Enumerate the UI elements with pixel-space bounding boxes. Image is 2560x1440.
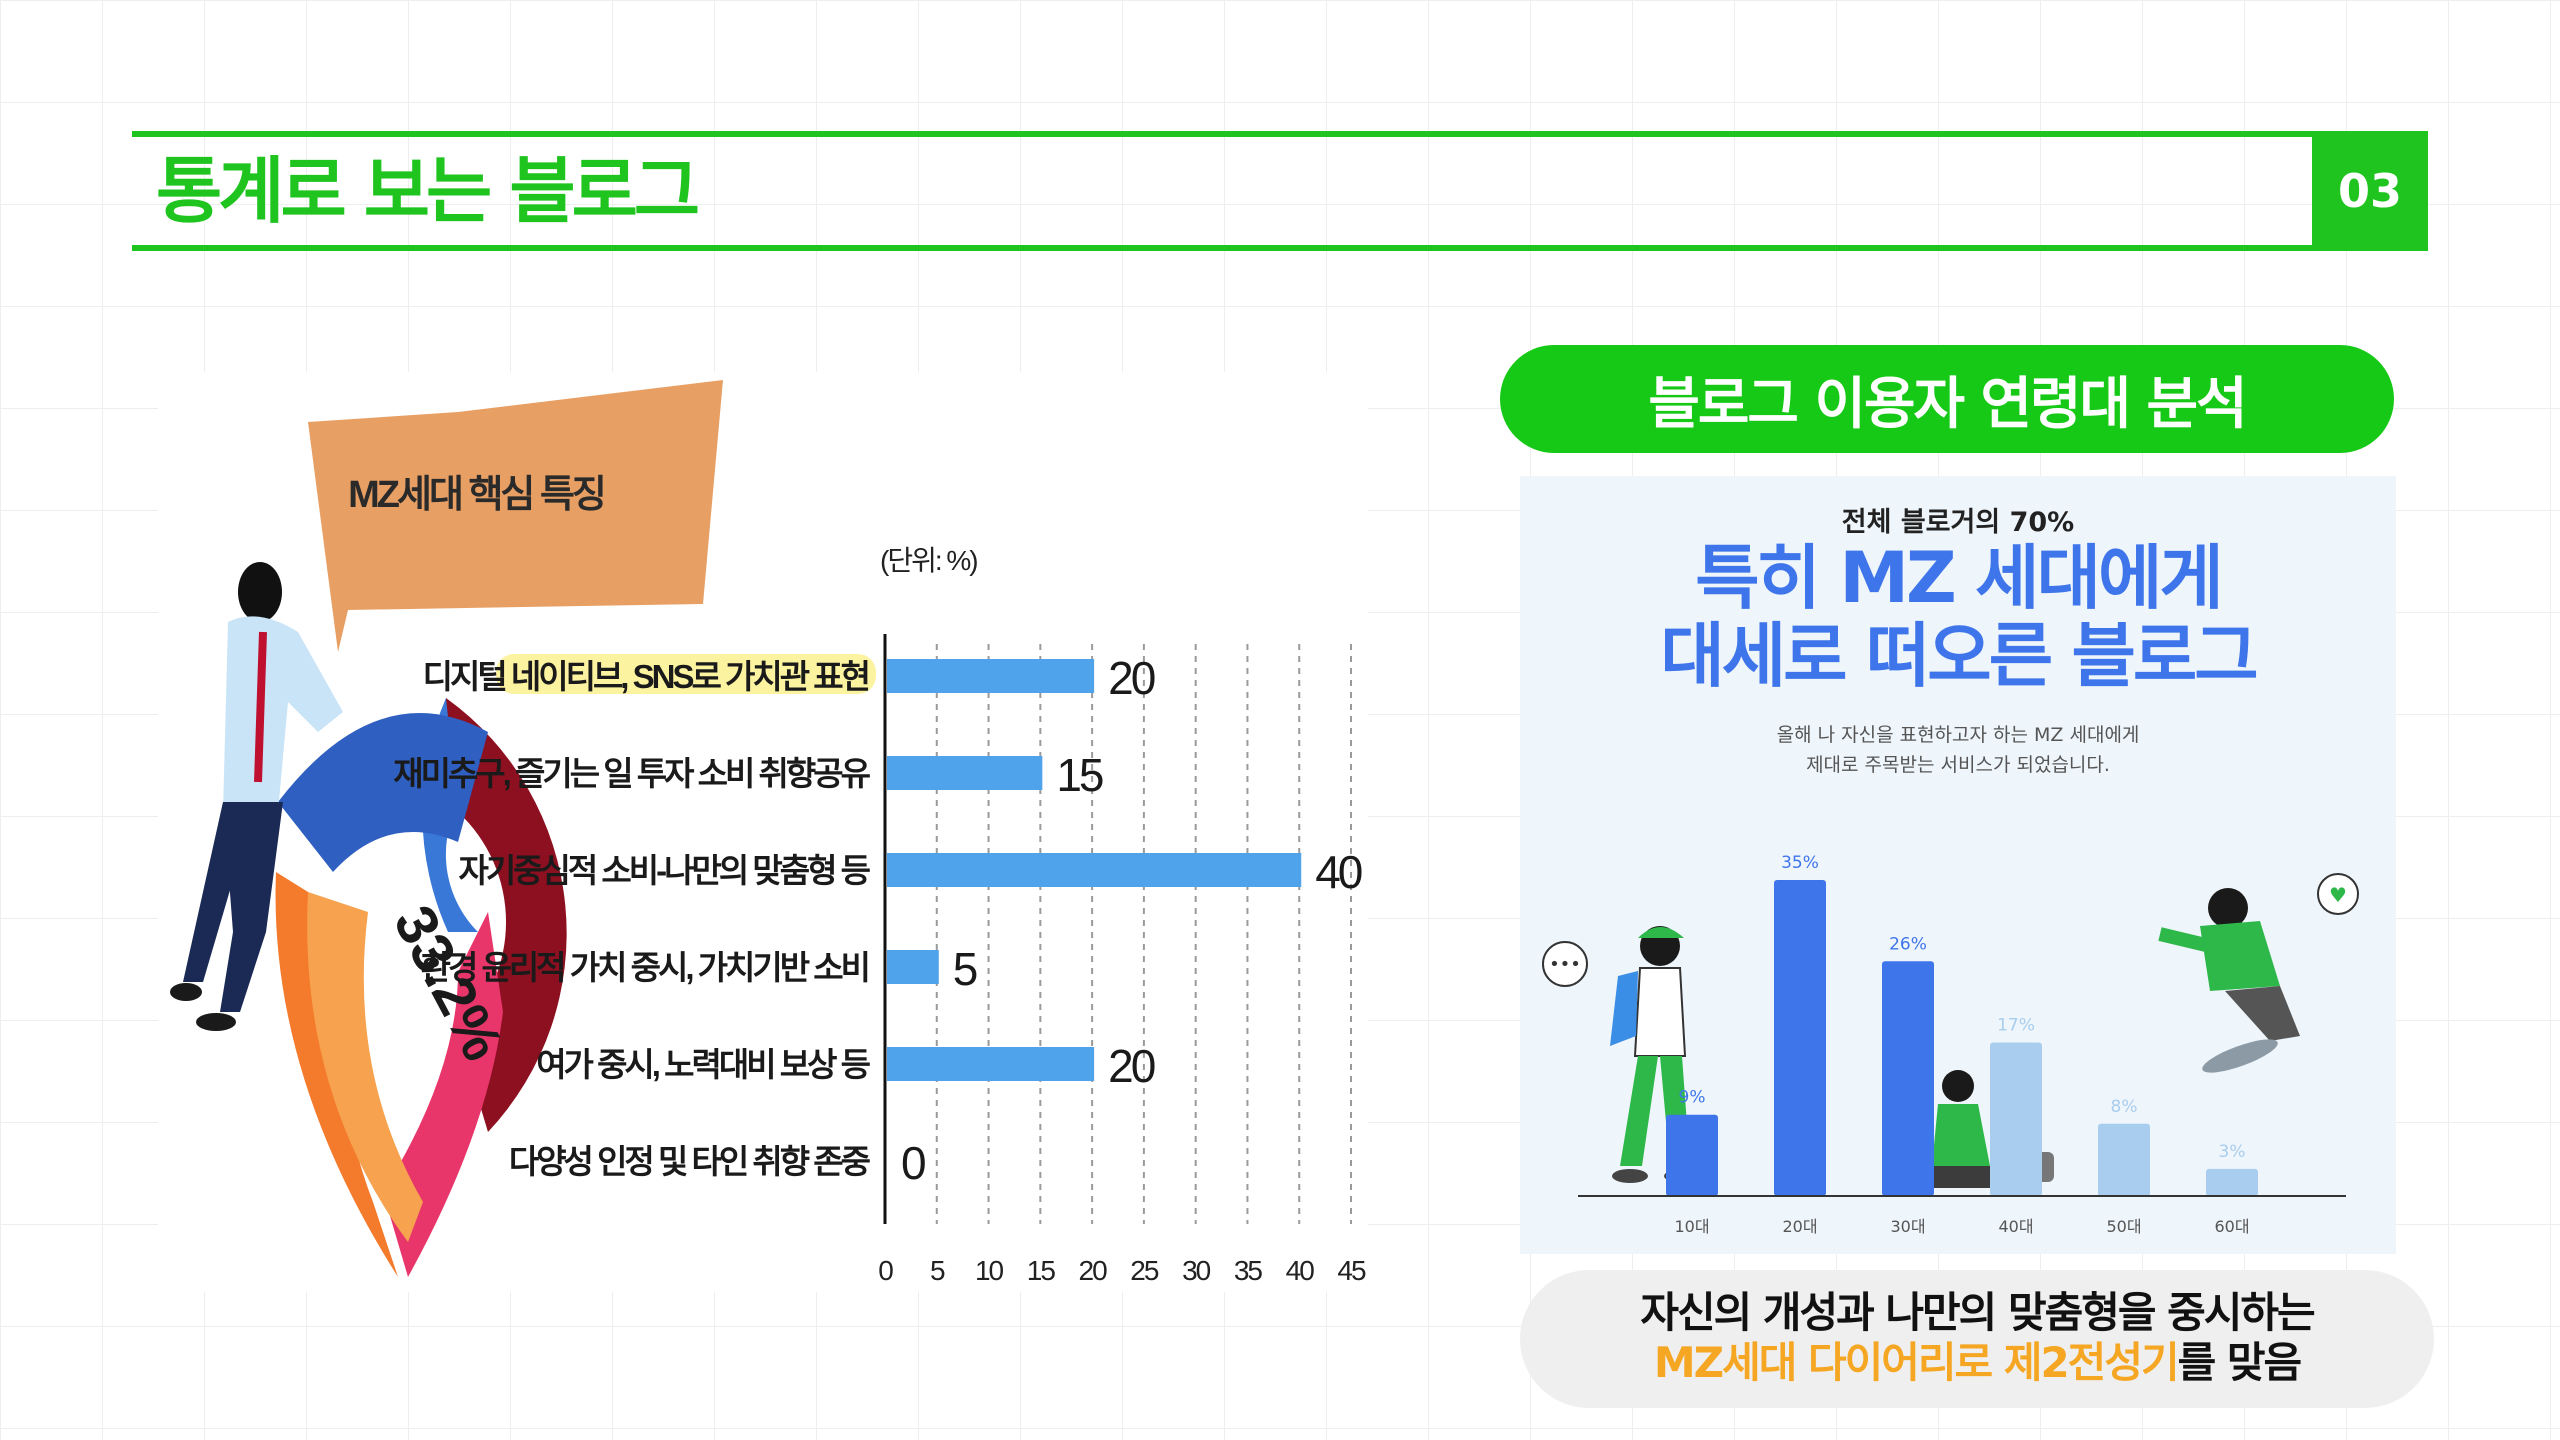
age-value-label: 8% bbox=[2111, 1097, 2138, 1117]
age-bars bbox=[1666, 880, 2258, 1196]
value-label: 40 bbox=[1315, 846, 1362, 898]
age-value-label: 9% bbox=[1679, 1088, 1706, 1108]
age-value-label: 17% bbox=[1997, 1016, 2035, 1036]
bar-2 bbox=[887, 853, 1302, 887]
page-title: 통계로 보는 블로그 bbox=[156, 149, 700, 233]
skateboarder-illustration bbox=[2158, 888, 2300, 1073]
summary-accent-text: MZ세대 다이어리로 제2전성기 bbox=[1653, 1338, 2180, 1387]
x-tick-label: 40 bbox=[1286, 1255, 1315, 1286]
age-category-label: 40대 bbox=[1998, 1217, 2033, 1236]
infographic-headline-line1: 특히 MZ 세대에게 bbox=[1695, 537, 2224, 619]
age-category-label: 10대 bbox=[1674, 1217, 1709, 1236]
header-top-rule bbox=[132, 131, 2312, 137]
chart-unit-label: (단위: %) bbox=[880, 545, 977, 576]
age-bar-0 bbox=[1666, 1114, 1718, 1196]
heart-bubble-icon: ♥ bbox=[2317, 873, 2359, 915]
value-label: 15 bbox=[1056, 749, 1103, 801]
summary-pill: 자신의 개성과 나만의 맞춤형을 중시하는 MZ세대 다이어리로 제2전성기를 … bbox=[1520, 1270, 2434, 1408]
category-label: 환경 윤리적 가치 중시, 가치기반 소비 bbox=[421, 949, 868, 986]
summary-rest-text: 를 맞음 bbox=[2177, 1338, 2303, 1387]
age-bar-1 bbox=[1774, 880, 1826, 1196]
age-value-labels: 9% 35% 26% 17% 8% 3% bbox=[1679, 853, 2246, 1162]
chart-bars bbox=[887, 659, 1302, 1081]
callout-shape bbox=[308, 380, 723, 652]
x-tick-label: 25 bbox=[1130, 1255, 1159, 1286]
x-tick-label: 30 bbox=[1182, 1255, 1211, 1286]
x-tick-label: 10 bbox=[975, 1255, 1004, 1286]
bar-3 bbox=[887, 950, 939, 984]
value-label: 20 bbox=[1108, 1040, 1155, 1092]
svg-text:♥: ♥ bbox=[2329, 883, 2347, 907]
x-tick-label: 5 bbox=[930, 1255, 945, 1286]
category-label: 다양성 인정 및 타인 취향 존중 bbox=[509, 1143, 871, 1180]
mz-traits-panel: 33.2% MZ세대 핵심 특징 (단위: %) 디지털 네이티브, SNS로 … bbox=[158, 372, 1368, 1292]
chart-x-tick-labels: 0 5 10 15 20 25 30 35 40 45 bbox=[878, 1255, 1368, 1286]
mz-traits-chart: 33.2% MZ세대 핵심 특징 (단위: %) 디지털 네이티브, SNS로 … bbox=[170, 380, 1368, 1286]
donut-segment-blue-back bbox=[278, 713, 488, 872]
age-category-label: 20대 bbox=[1782, 1217, 1817, 1236]
chart-gridlines bbox=[935, 644, 1352, 1224]
donut-illustration: 33.2% bbox=[170, 562, 567, 1277]
age-analysis-title: 블로그 이용자 연령대 분석 bbox=[1500, 345, 2394, 453]
age-value-label: 35% bbox=[1781, 853, 1819, 873]
age-bar-5 bbox=[2206, 1168, 2258, 1196]
age-category-label: 60대 bbox=[2214, 1217, 2249, 1236]
svg-text:•••: ••• bbox=[1549, 954, 1581, 975]
summary-line1: 자신의 개성과 나만의 맞춤형을 중시하는 bbox=[1640, 1288, 2315, 1337]
age-value-label: 3% bbox=[2219, 1142, 2246, 1162]
category-label: 디지털 네이티브, SNS로 가치관 표현 bbox=[423, 658, 869, 695]
age-bar-chart: ••• ♥ 9% 35% 26% 17% 8% 3% 10대 20대 30대 40대 50대 60대 bbox=[1542, 853, 2359, 1236]
age-category-label: 50대 bbox=[2106, 1217, 2141, 1236]
x-tick-label: 15 bbox=[1027, 1255, 1056, 1286]
x-tick-label: 35 bbox=[1234, 1255, 1263, 1286]
age-value-label: 26% bbox=[1889, 934, 1927, 954]
value-label: 20 bbox=[1108, 652, 1155, 704]
age-bar-4 bbox=[2098, 1123, 2150, 1196]
summary-line2: MZ세대 다이어리로 제2전성기를 맞음 bbox=[1520, 1338, 2434, 1388]
category-highlight bbox=[496, 654, 876, 694]
x-tick-label: 0 bbox=[878, 1255, 893, 1286]
callout-bubble: MZ세대 핵심 특징 bbox=[308, 380, 723, 652]
x-tick-label: 45 bbox=[1337, 1255, 1366, 1286]
bar-4 bbox=[887, 1047, 1095, 1081]
age-infographic: 전체 블로거의 70% 특히 MZ 세대에게 대세로 떠오른 블로그 올해 나 … bbox=[1520, 476, 2396, 1254]
age-bar-3 bbox=[1990, 1042, 2042, 1196]
speech-bubble-icon: ••• bbox=[1542, 941, 1588, 987]
page-number-badge: 03 bbox=[2312, 131, 2428, 251]
callout-label: MZ세대 핵심 특징 bbox=[348, 474, 604, 516]
header-bottom-rule bbox=[132, 245, 2312, 251]
bar-1 bbox=[887, 756, 1043, 790]
donut-segment-light-orange bbox=[307, 892, 423, 1242]
infographic-headline-line2: 대세로 떠오른 블로그 bbox=[1660, 615, 2258, 697]
bar-0 bbox=[887, 659, 1095, 693]
age-bar-2 bbox=[1882, 961, 1934, 1196]
category-label: 재미추구, 즐기는 일 투자 소비 취향공유 bbox=[393, 755, 870, 792]
infographic-desc-line1: 올해 나 자신을 표현하고자 하는 MZ 세대에게 bbox=[1776, 724, 2140, 746]
infographic-desc-line2: 제대로 주목받는 서비스가 되었습니다. bbox=[1806, 754, 2110, 776]
category-label: 자기중심적 소비-나만의 맞춤형 등 bbox=[458, 852, 870, 889]
infographic-subheading: 전체 블로거의 70% bbox=[1841, 507, 2075, 538]
x-tick-label: 20 bbox=[1079, 1255, 1108, 1286]
age-category-label: 30대 bbox=[1890, 1217, 1925, 1236]
age-category-labels: 10대 20대 30대 40대 50대 60대 bbox=[1674, 1217, 2249, 1236]
value-label: 5 bbox=[953, 943, 977, 995]
category-label: 여가 중시, 노력대비 보상 등 bbox=[536, 1046, 870, 1083]
businessman-illustration bbox=[170, 562, 343, 1031]
slide-header: 통계로 보는 블로그 03 bbox=[132, 131, 2428, 251]
value-label: 0 bbox=[901, 1137, 925, 1189]
